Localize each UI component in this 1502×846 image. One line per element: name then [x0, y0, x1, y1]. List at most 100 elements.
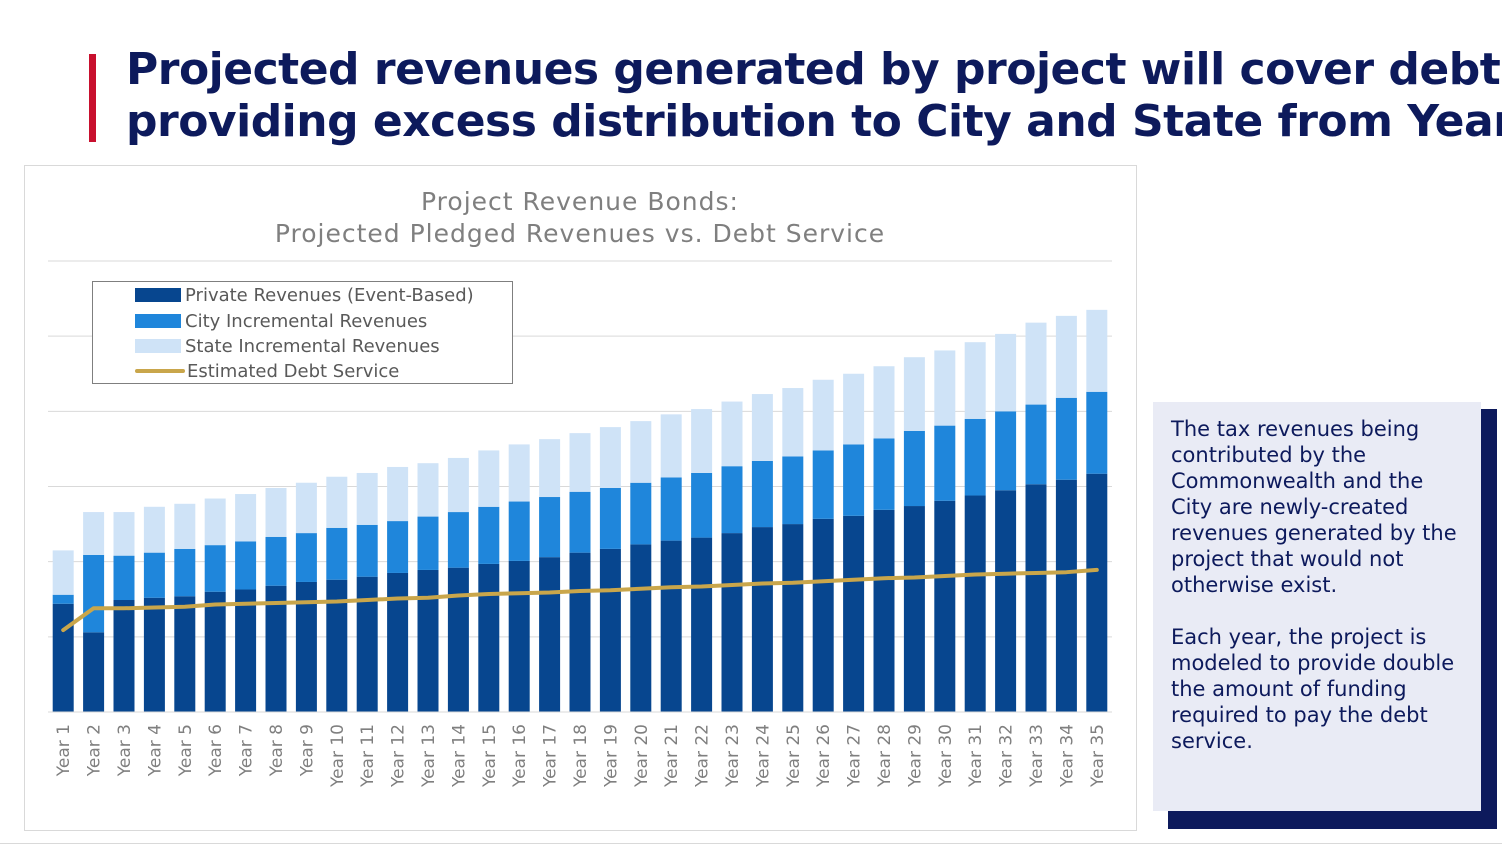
x-tick-label: Year 26 [814, 724, 834, 788]
state-revenue-bar [143, 506, 165, 553]
x-tick-label: Year 6 [206, 724, 226, 777]
private-revenue-bar [447, 567, 469, 712]
state-revenue-bar [1086, 309, 1108, 392]
legend-label-city: City Incremental Revenues [185, 310, 428, 332]
private-revenue-bar [630, 544, 652, 712]
state-revenue-bar [83, 512, 105, 555]
x-tick-label: Year 10 [328, 724, 348, 788]
city-revenue-bar [721, 466, 743, 534]
x-tick-label: Year 7 [237, 724, 257, 777]
state-revenue-bar [113, 512, 135, 556]
slide-title-line-1: Projected revenues generated by project … [126, 44, 1502, 95]
note-paragraph-2: Each year, the project is modeled to pro… [1171, 625, 1455, 753]
x-tick-label: Year 24 [753, 724, 773, 788]
city-revenue-bar [508, 501, 530, 561]
legend-item-private: Private Revenues (Event-Based) [135, 283, 474, 307]
private-revenue-bar [52, 603, 74, 712]
city-revenue-bar [843, 444, 865, 516]
private-revenue-bar [569, 552, 591, 712]
x-tick-label: Year 18 [571, 724, 591, 788]
x-tick-label: Year 5 [176, 724, 196, 777]
state-revenue-bar [782, 388, 804, 457]
private-revenue-bar [174, 596, 196, 712]
state-revenue-bar [995, 333, 1017, 412]
state-revenue-bar [873, 366, 895, 439]
city-revenue-bar [417, 516, 439, 570]
city-revenue-bar [478, 506, 500, 564]
state-revenue-bar [751, 394, 773, 461]
state-revenue-bar [721, 401, 743, 467]
private-revenue-bar [113, 600, 135, 712]
x-tick-label: Year 3 [115, 724, 135, 777]
city-revenue-bar [1086, 391, 1108, 474]
private-revenue-bar [478, 563, 500, 712]
city-revenue-bar [934, 425, 956, 501]
city-revenue-bar [235, 541, 257, 590]
x-tick-label: Year 27 [845, 724, 865, 788]
x-tick-label: Year 33 [1027, 724, 1047, 788]
state-revenue-bar [812, 379, 834, 451]
city-revenue-bar [83, 554, 105, 633]
private-revenue-bar [83, 632, 105, 712]
state-revenue-bar [934, 350, 956, 426]
x-tick-label: Year 12 [389, 724, 409, 788]
private-revenue-bar [995, 490, 1017, 712]
x-tick-label: Year 13 [419, 724, 439, 788]
city-revenue-bar [204, 545, 226, 592]
private-revenue-bar [143, 597, 165, 712]
city-revenue-bar [964, 418, 986, 496]
state-revenue-bar [387, 466, 409, 522]
city-revenue-bar [782, 456, 804, 525]
note-box: The tax revenues being contributed by th… [1153, 402, 1481, 811]
city-revenue-bar [691, 472, 713, 538]
private-revenue-bar [295, 581, 317, 712]
city-revenue-bar [356, 524, 378, 577]
city-revenue-bar [52, 594, 74, 604]
state-revenue-bar [843, 373, 865, 445]
city-revenue-bar [1055, 397, 1077, 480]
private-revenue-bar [539, 557, 561, 712]
private-revenue-bar [1055, 479, 1077, 712]
chart-title-line-1: Project Revenue Bonds: [421, 187, 739, 216]
city-revenue-bar [174, 548, 196, 597]
state-revenue-bar [478, 450, 500, 507]
bottom-rule [0, 843, 1502, 844]
state-revenue-bar [356, 472, 378, 525]
city-revenue-bar [630, 482, 652, 545]
private-revenue-bar [387, 572, 409, 712]
city-revenue-bar [599, 488, 621, 549]
debt-service-line [61, 567, 1099, 633]
chart-title: Project Revenue Bonds: Projected Pledged… [0, 186, 1160, 250]
x-tick-label: Year 8 [267, 724, 287, 777]
state-revenue-bar [417, 463, 439, 517]
private-revenue-bar [508, 560, 530, 712]
city-revenue-bar [113, 555, 135, 600]
x-tick-label: Year 28 [875, 724, 895, 788]
x-tick-label: Year 25 [784, 724, 804, 788]
x-tick-label: Year 20 [632, 724, 652, 788]
city-revenue-bar [295, 533, 317, 582]
state-revenue-bar [52, 550, 74, 595]
state-revenue-bar [1055, 315, 1077, 398]
state-revenue-bar [539, 439, 561, 498]
x-tick-label: Year 22 [693, 724, 713, 788]
private-revenue-bar [903, 506, 925, 712]
private-revenue-bar [417, 569, 439, 712]
state-revenue-bar [235, 494, 257, 542]
slide-title: Projected revenues generated by project … [126, 44, 1502, 148]
x-tick-label: Year 9 [297, 724, 317, 777]
private-revenue-bar [691, 537, 713, 712]
state-revenue-bar [174, 503, 196, 549]
private-revenue-bar [356, 576, 378, 712]
private-revenue-bar [204, 591, 226, 712]
private-revenue-bar [1086, 473, 1108, 712]
private-revenue-bar [660, 540, 682, 712]
slide-title-line-2: providing excess distribution to City an… [126, 96, 1502, 147]
x-tick-label: Year 4 [145, 724, 165, 777]
state-revenue-bar [569, 433, 591, 492]
x-tick-label: Year 16 [510, 724, 530, 788]
private-revenue-bar [235, 589, 257, 712]
city-revenue-bar [326, 527, 348, 580]
x-tick-label: Year 21 [662, 724, 682, 788]
x-tick-label: Year 32 [997, 724, 1017, 788]
